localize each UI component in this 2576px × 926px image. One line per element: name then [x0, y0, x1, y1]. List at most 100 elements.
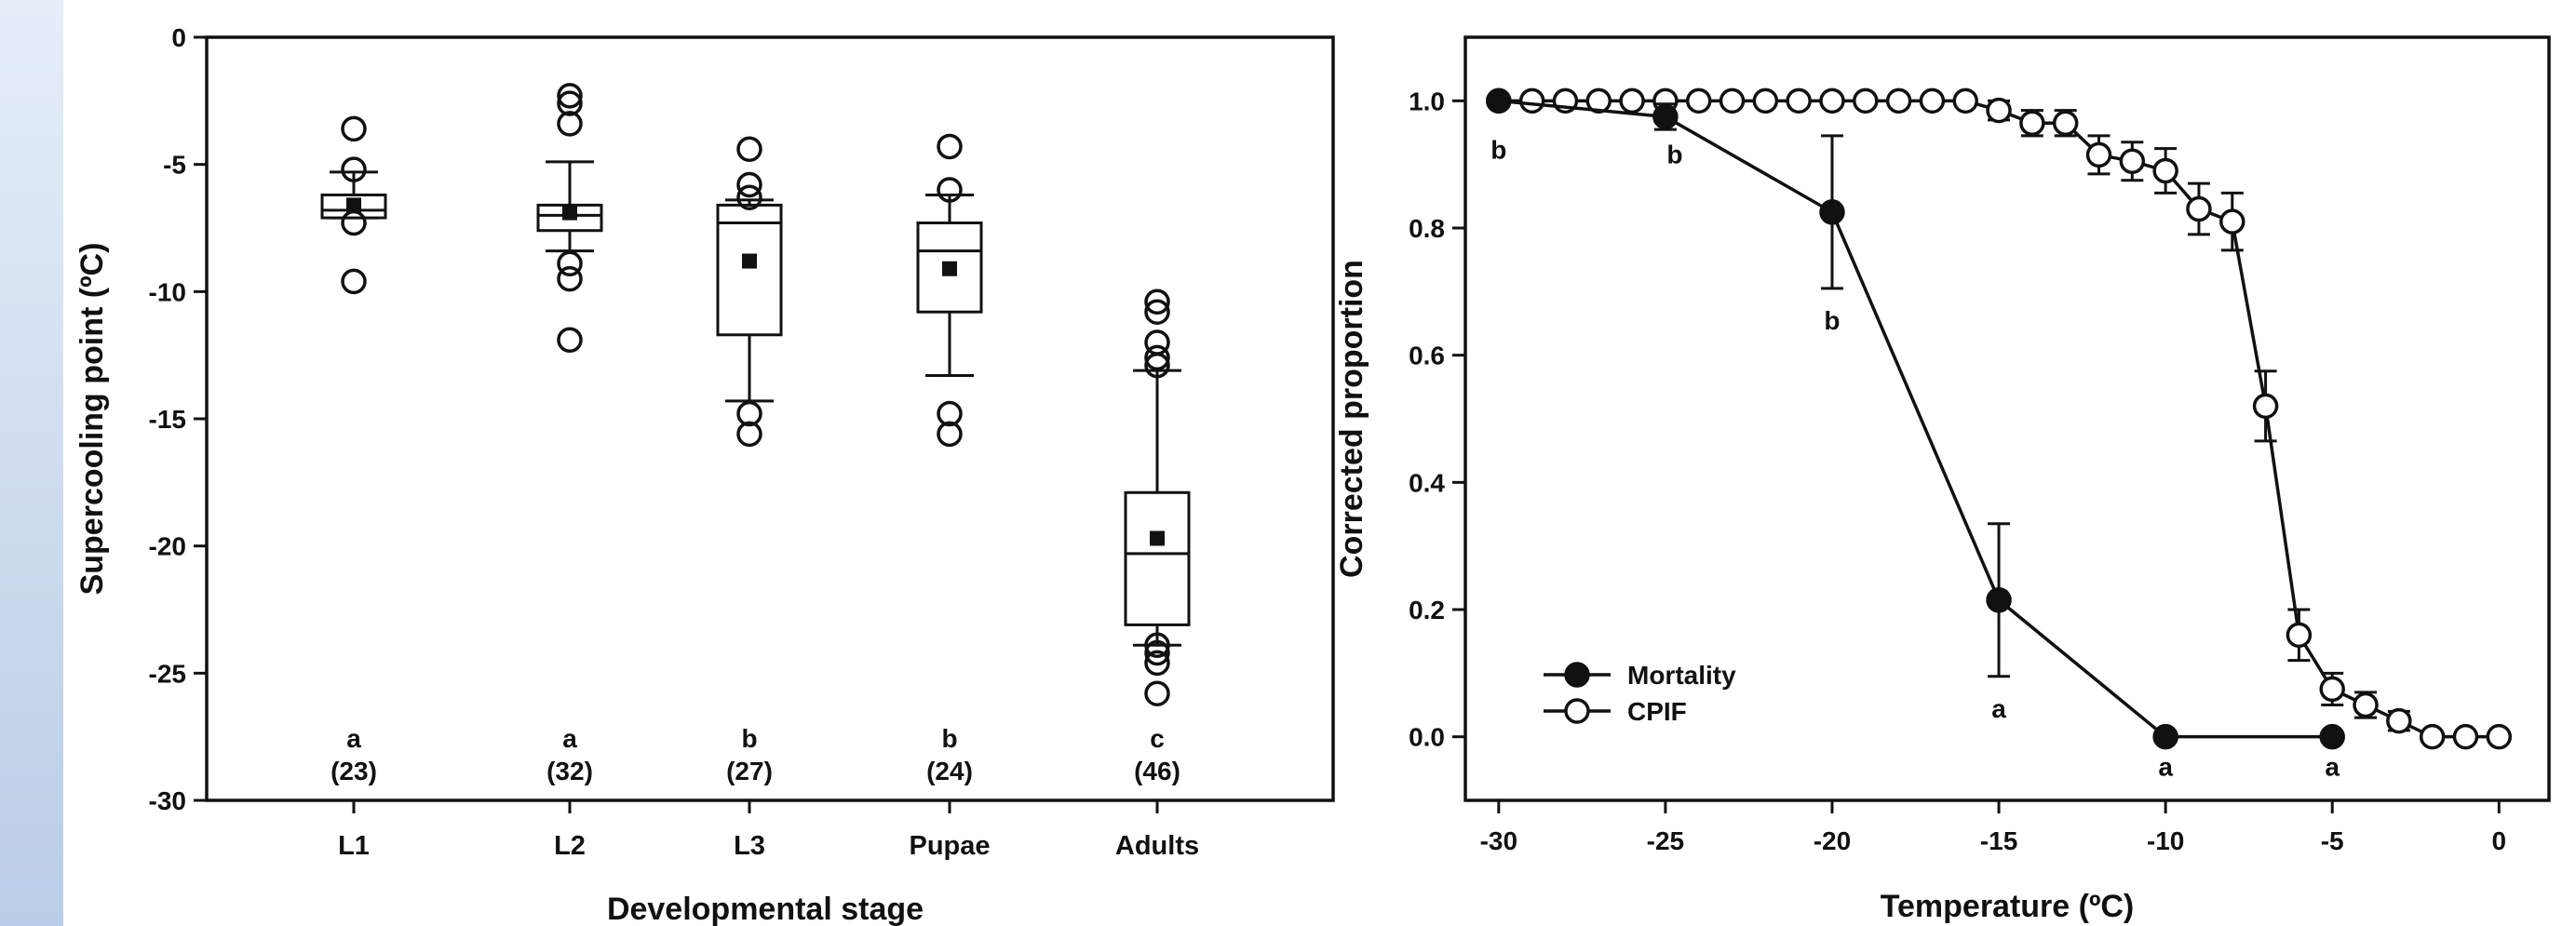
- data-point: [1518, 87, 1545, 114]
- data-point: [1719, 87, 1746, 114]
- data-point: [1486, 87, 1512, 114]
- data-point: [2085, 141, 2112, 168]
- outlier-point: [557, 265, 583, 292]
- x-tick-label: -30: [1480, 826, 1517, 855]
- data-point: [2353, 691, 2379, 718]
- outlier-point: [1144, 344, 1170, 371]
- data-point: [2286, 622, 2313, 649]
- sample-size-label: (27): [726, 757, 773, 785]
- mean-marker: [346, 197, 361, 213]
- group-letter: a: [1991, 694, 2006, 723]
- data-point: [1986, 97, 2012, 124]
- y-tick-label: 0: [171, 23, 186, 52]
- data-point: [2052, 110, 2079, 136]
- x-tick-label: L3: [734, 831, 765, 861]
- x-tick-label: -25: [1647, 826, 1684, 855]
- data-point: [2319, 723, 2345, 750]
- mean-marker: [742, 253, 757, 269]
- data-point: [1952, 87, 1978, 114]
- outlier-point: [1144, 289, 1170, 315]
- outlier-point: [557, 327, 583, 354]
- outlier-point: [557, 83, 583, 109]
- legend-label-mortality: Mortality: [1627, 661, 1736, 690]
- y-tick-label: 1.0: [1409, 87, 1445, 115]
- plot-frame-right: [1463, 35, 2551, 802]
- data-point: [2119, 148, 2146, 174]
- outlier-point: [736, 421, 762, 448]
- y-axis-title: Corrected proportion: [1334, 260, 1369, 578]
- outlier-point: [937, 421, 963, 448]
- series-line: [1498, 99, 2333, 739]
- outlier-point: [1144, 299, 1170, 325]
- data-point: [2486, 723, 2513, 750]
- data-point: [1685, 87, 1712, 114]
- sample-size-label: (23): [330, 757, 377, 785]
- x-axis-title: Temperature (ºC): [1881, 889, 2135, 924]
- group-letter: a: [2158, 753, 2173, 782]
- outlier-point: [1144, 650, 1170, 677]
- mean-marker: [562, 205, 577, 221]
- sample-size-label: (46): [1134, 757, 1180, 785]
- y-tick-label: -5: [163, 151, 186, 180]
- x-tick-label: 0: [2491, 826, 2506, 855]
- data-point: [2219, 208, 2246, 235]
- x-tick-label: -15: [1980, 826, 2017, 855]
- group-letter: b: [741, 724, 757, 753]
- outlier-point: [1144, 680, 1170, 706]
- x-axis-title: Developmental stage: [607, 892, 924, 926]
- outlier-point: [341, 268, 367, 295]
- legend-marker-mortality: [1564, 662, 1590, 688]
- outlier-point: [736, 184, 762, 210]
- y-tick-label: -10: [149, 277, 186, 306]
- group-letter: a: [562, 724, 577, 753]
- legend-label-cpif: CPIF: [1627, 697, 1687, 726]
- outlier-point: [736, 400, 762, 427]
- outlier-point: [341, 209, 367, 236]
- group-letter: b: [1490, 135, 1506, 164]
- outlier-point: [1144, 632, 1170, 659]
- series-mortality: [1486, 87, 2345, 750]
- data-point: [1619, 87, 1645, 114]
- outlier-point: [341, 115, 367, 142]
- outlier-point: [937, 133, 963, 160]
- data-point: [1786, 87, 1812, 114]
- outlier-point: [937, 177, 963, 203]
- data-point: [2019, 110, 2045, 136]
- x-tick-label: L1: [338, 831, 370, 861]
- x-tick-label: Pupae: [909, 831, 990, 861]
- data-point: [1819, 87, 1845, 114]
- outlier-point: [736, 136, 762, 163]
- y-tick-label: 0.4: [1409, 468, 1445, 497]
- data-point: [2452, 723, 2479, 750]
- group-letter: b: [941, 724, 957, 753]
- box-iqr: [716, 203, 783, 337]
- data-point: [2152, 157, 2178, 184]
- x-tick-label: L2: [554, 831, 586, 861]
- outlier-point: [557, 250, 583, 277]
- data-point: [2419, 723, 2446, 750]
- mean-marker: [942, 261, 957, 276]
- y-tick-label: -25: [149, 659, 186, 688]
- data-point: [2319, 676, 2345, 703]
- y-tick-label: -30: [149, 786, 186, 815]
- data-point: [1652, 103, 1679, 130]
- data-point: [1986, 587, 2012, 613]
- x-tick-label: -10: [2147, 826, 2184, 855]
- outlier-point: [1144, 352, 1170, 379]
- group-letter: a: [346, 724, 361, 753]
- data-point: [1752, 87, 1779, 114]
- data-point: [2252, 393, 2279, 420]
- y-tick-label: -15: [149, 405, 186, 434]
- outlier-point: [557, 90, 583, 116]
- y-tick-label: 0.8: [1409, 214, 1445, 243]
- y-axis-title: Supercooling point (ºC): [74, 243, 110, 596]
- box-l3: [716, 136, 783, 448]
- group-letter: c: [1150, 724, 1165, 753]
- data-point: [1853, 87, 1879, 114]
- data-point: [2152, 723, 2178, 750]
- box-adults: [1124, 289, 1191, 706]
- group-letter: b: [1824, 306, 1840, 335]
- group-letter: b: [1666, 140, 1682, 168]
